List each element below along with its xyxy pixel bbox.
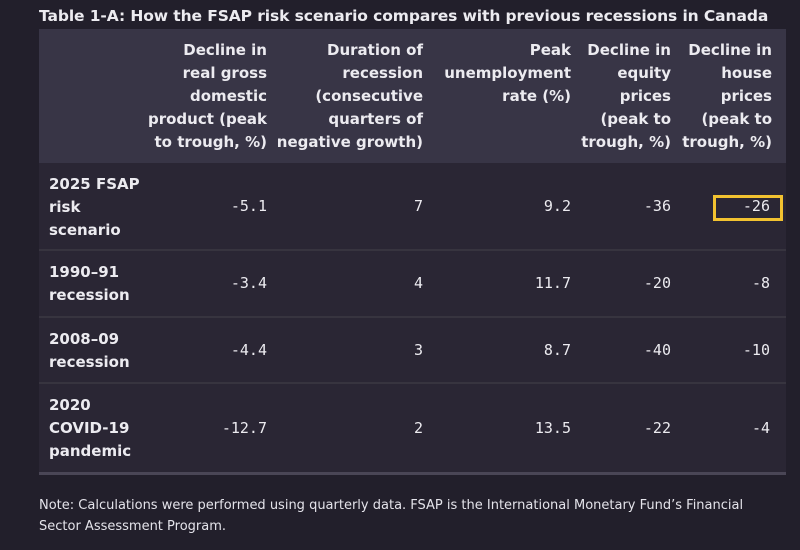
row-label: 2025 FSAP risk scenario — [49, 173, 140, 242]
cell-equity-decline: -36 — [643, 197, 671, 215]
cell-unemployment: 9.2 — [543, 197, 571, 215]
header-equity-decline: Decline in equity prices (peak to trough… — [581, 39, 671, 154]
header-line: prices — [720, 87, 772, 105]
cell-duration: 7 — [413, 197, 423, 215]
header-line: recession — [342, 64, 423, 82]
header-line: real gross — [182, 64, 267, 82]
table-title: Table 1-A: How the FSAP risk scenario co… — [39, 7, 769, 25]
cell-duration: 3 — [413, 341, 423, 359]
table-header: Decline in real gross domestic product (… — [39, 29, 786, 163]
header-line: (consecutive — [315, 87, 423, 105]
header-line: trough, %) — [581, 133, 671, 151]
table-row: 2020 COVID-19 pandemic -12.7 2 13.5 -22 … — [39, 384, 786, 472]
row-label-line: 2008–09 — [49, 330, 120, 348]
cell-gdp-decline: -4.4 — [230, 341, 267, 359]
cell-equity-decline: -22 — [643, 419, 671, 437]
cell-unemployment: 11.7 — [534, 274, 571, 292]
comparison-table: Decline in real gross domestic product (… — [39, 29, 786, 475]
header-line: to trough, %) — [154, 133, 267, 151]
row-label: 1990–91 recession — [49, 261, 130, 307]
header-line: house — [721, 64, 772, 82]
cell-house-decline: -4 — [751, 419, 770, 437]
cell-equity-decline: -40 — [643, 341, 671, 359]
row-label: 2008–09 recession — [49, 328, 130, 374]
header-line: equity — [617, 64, 671, 82]
cell-house-decline: -10 — [742, 341, 770, 359]
cell-gdp-decline: -12.7 — [221, 419, 267, 437]
header-line: (peak to — [600, 110, 671, 128]
row-label-line: COVID-19 — [49, 419, 130, 437]
header-line: unemployment — [444, 64, 571, 82]
cell-unemployment: 13.5 — [534, 419, 571, 437]
row-label-line: recession — [49, 286, 130, 304]
header-line: (peak to — [701, 110, 772, 128]
cell-equity-decline: -20 — [643, 274, 671, 292]
row-label-line: pandemic — [49, 442, 132, 460]
table-row: 1990–91 recession -3.4 4 11.7 -20 -8 — [39, 251, 786, 318]
row-label: 2020 COVID-19 pandemic — [49, 394, 131, 463]
row-label-line: recession — [49, 353, 130, 371]
table-bottom-rule — [39, 472, 786, 475]
header-line: Decline in — [183, 41, 267, 59]
header-line: Decline in — [688, 41, 772, 59]
table-row: 2008–09 recession -4.4 3 8.7 -40 -10 — [39, 318, 786, 384]
header-line: Duration of — [327, 41, 423, 59]
header-unemployment: Peak unemployment rate (%) — [444, 39, 571, 108]
header-line: prices — [619, 87, 671, 105]
row-label-line: risk — [49, 198, 81, 216]
row-label-line: scenario — [49, 221, 121, 239]
header-line: product (peak — [147, 110, 267, 128]
cell-house-decline: -26 — [742, 197, 770, 215]
row-label-line: 2025 FSAP — [49, 175, 140, 193]
cell-gdp-decline: -3.4 — [230, 274, 267, 292]
cell-unemployment: 8.7 — [543, 341, 571, 359]
header-line: rate (%) — [502, 87, 571, 105]
table-note: Note: Calculations were performed using … — [39, 498, 744, 534]
header-duration: Duration of recession (consecutive quart… — [277, 39, 423, 154]
header-line: quarters of — [328, 110, 423, 128]
cell-house-decline: -8 — [751, 274, 770, 292]
header-line: Decline in — [587, 41, 671, 59]
highlight-box — [713, 195, 783, 221]
header-house-decline: Decline in house prices (peak to trough,… — [682, 39, 772, 154]
header-line: trough, %) — [682, 133, 772, 151]
row-label-line: 2020 — [49, 396, 91, 414]
cell-duration: 4 — [413, 274, 423, 292]
header-gdp-decline: Decline in real gross domestic product (… — [148, 39, 267, 154]
cell-duration: 2 — [413, 419, 423, 437]
row-label-line: 1990–91 — [49, 263, 120, 281]
cell-gdp-decline: -5.1 — [230, 197, 267, 215]
header-line: Peak — [529, 41, 571, 59]
header-line: negative growth) — [276, 133, 423, 151]
header-line: domestic — [190, 87, 267, 105]
table-row: 2025 FSAP risk scenario -5.1 7 9.2 -36 -… — [39, 163, 786, 251]
